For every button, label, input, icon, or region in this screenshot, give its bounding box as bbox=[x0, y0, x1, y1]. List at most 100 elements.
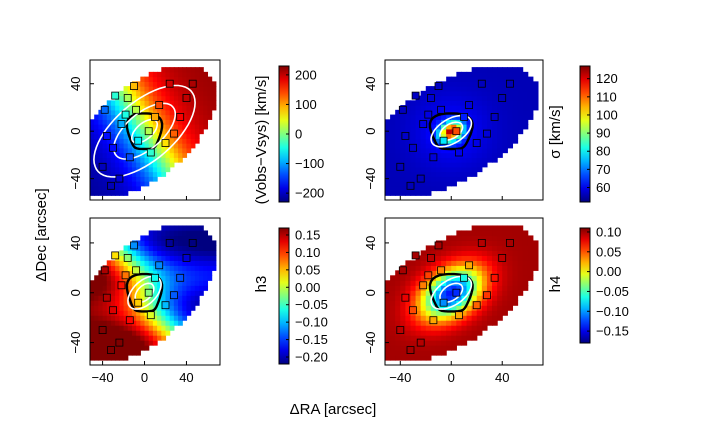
map-pixel bbox=[446, 128, 452, 135]
bin-marker bbox=[100, 266, 109, 275]
map-pixel bbox=[441, 86, 447, 92]
map-pixel bbox=[115, 109, 120, 116]
map-pixel bbox=[425, 265, 432, 271]
map-pixel bbox=[522, 90, 529, 97]
map-pixel bbox=[481, 124, 488, 130]
bin-marker bbox=[452, 288, 461, 297]
map-pixel bbox=[199, 109, 204, 116]
map-pixel bbox=[131, 340, 137, 346]
map-pixel bbox=[169, 245, 175, 251]
map-pixel bbox=[492, 81, 498, 87]
map-pixel bbox=[492, 230, 498, 237]
map-pixel bbox=[522, 76, 529, 82]
map-pixel bbox=[123, 138, 129, 144]
map-pixel bbox=[390, 315, 396, 321]
map-pixel bbox=[441, 181, 447, 187]
map-pixel bbox=[410, 152, 417, 158]
map-pixel bbox=[98, 176, 104, 182]
bin-marker bbox=[125, 316, 134, 325]
map-pixel bbox=[119, 330, 125, 336]
x-tick-label: −40 bbox=[92, 370, 114, 385]
map-pixel bbox=[157, 157, 162, 163]
map-pixel bbox=[532, 95, 539, 101]
map-pixel bbox=[199, 105, 204, 111]
map-pixel bbox=[190, 71, 196, 78]
map-pixel bbox=[199, 76, 204, 82]
map-pixel bbox=[420, 310, 427, 316]
map-pixel bbox=[425, 119, 432, 125]
map-pixel bbox=[131, 330, 137, 336]
map-pixel bbox=[148, 76, 154, 82]
map-pixel bbox=[127, 345, 133, 351]
map-pixel bbox=[144, 295, 150, 301]
map-pixel bbox=[527, 265, 534, 271]
map-pixel bbox=[410, 280, 417, 286]
map-pixel bbox=[497, 147, 503, 154]
map-pixel bbox=[430, 147, 437, 154]
map-pixel bbox=[512, 285, 519, 291]
map-pixel bbox=[395, 295, 401, 301]
map-pixel bbox=[502, 295, 508, 301]
map-pixel bbox=[119, 335, 125, 341]
map-pixel bbox=[169, 152, 175, 158]
map-pixel bbox=[517, 105, 524, 111]
map-pixel bbox=[430, 143, 437, 149]
map-pixel bbox=[400, 290, 406, 296]
map-pixel bbox=[400, 300, 406, 306]
map-pixel bbox=[106, 143, 112, 149]
map-pixel bbox=[466, 143, 473, 149]
map-pixel bbox=[385, 280, 391, 286]
map-pixel bbox=[481, 76, 488, 82]
map-pixel bbox=[148, 340, 154, 346]
map-pixel bbox=[152, 90, 158, 97]
map-pixel bbox=[405, 260, 412, 266]
map-pixel bbox=[446, 275, 452, 281]
map-pixel bbox=[110, 335, 116, 341]
map-pixel bbox=[161, 245, 167, 251]
map-pixel bbox=[507, 255, 514, 261]
map-pixel bbox=[127, 325, 133, 331]
map-pixel bbox=[152, 330, 158, 336]
map-pixel bbox=[451, 124, 457, 130]
map-pixel bbox=[395, 305, 401, 311]
map-pixel bbox=[140, 76, 146, 82]
map-pixel bbox=[102, 275, 108, 281]
map-pixel bbox=[466, 90, 473, 97]
map-pixel bbox=[405, 166, 412, 173]
map-pixel bbox=[211, 245, 217, 251]
map-pixel bbox=[173, 124, 179, 130]
map-pixel bbox=[90, 335, 95, 341]
map-pixel bbox=[451, 245, 457, 251]
map-pixel bbox=[110, 295, 116, 301]
map-pixel bbox=[102, 181, 108, 187]
map-pixel bbox=[476, 260, 483, 266]
map-pixel bbox=[161, 119, 167, 125]
map-pixel bbox=[173, 250, 179, 256]
map-pixel bbox=[492, 119, 498, 125]
map-pixel bbox=[466, 305, 473, 311]
map-pixel bbox=[517, 86, 524, 92]
bin-marker bbox=[100, 105, 109, 114]
map-pixel bbox=[532, 86, 539, 92]
map-pixel bbox=[106, 270, 112, 276]
map-pixel bbox=[165, 71, 171, 78]
map-pixel bbox=[194, 235, 200, 242]
map-pixel bbox=[486, 138, 493, 144]
map-pixel bbox=[161, 147, 167, 154]
map-pixel bbox=[115, 325, 120, 331]
map-pixel bbox=[507, 90, 514, 97]
map-pixel bbox=[140, 330, 146, 336]
map-pixel bbox=[390, 335, 396, 341]
map-pixel bbox=[94, 133, 99, 139]
map-pixel bbox=[507, 260, 514, 266]
map-pixel bbox=[90, 138, 95, 144]
map-pixel bbox=[385, 305, 391, 311]
map-pixel bbox=[497, 305, 503, 311]
map-pixel bbox=[131, 250, 137, 256]
map-pixel bbox=[492, 320, 498, 326]
map-pixel bbox=[144, 320, 150, 326]
bin-marker bbox=[472, 139, 481, 148]
map-pixel bbox=[430, 250, 437, 256]
map-pixel bbox=[98, 147, 104, 154]
bin-marker bbox=[155, 261, 164, 270]
